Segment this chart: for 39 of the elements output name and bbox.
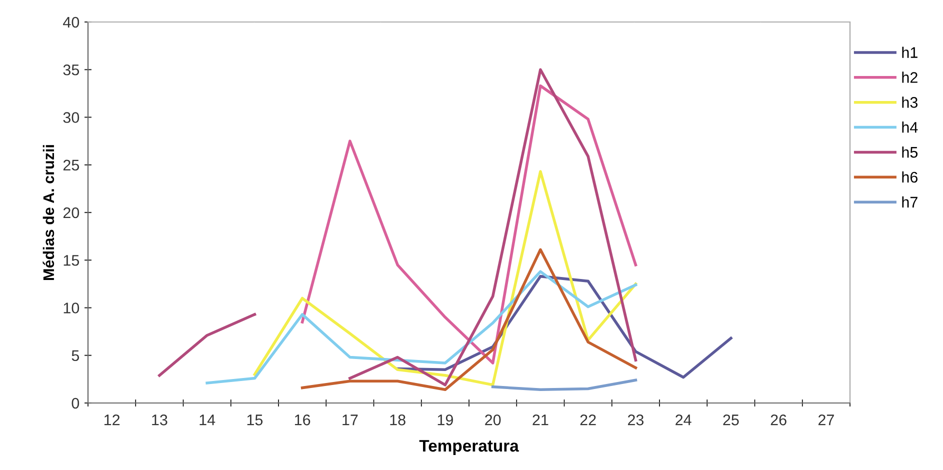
x-tick-label: 25 [723, 414, 739, 426]
x-tick-label: 20 [485, 414, 501, 426]
x-tick-label: 17 [342, 414, 358, 426]
legend-label: h4 [902, 122, 918, 133]
legend-label: h3 [902, 96, 918, 108]
y-axis-title: Médias de A. cruzii [42, 145, 54, 280]
x-tick-label: 16 [294, 414, 310, 426]
x-tick-label: 23 [628, 414, 644, 426]
y-tick-label: 40 [63, 16, 80, 28]
x-tick-label: 21 [532, 414, 548, 426]
legend-label: h6 [902, 171, 918, 183]
y-tick-label: 25 [63, 160, 80, 171]
x-tick-label: 19 [438, 414, 453, 426]
y-tick-label: 30 [63, 112, 80, 123]
x-tick-label: 14 [200, 414, 216, 426]
line-series [206, 270, 638, 384]
y-tick-label: 5 [72, 350, 80, 362]
y-tick-label: 15 [64, 255, 80, 266]
y-tick-label: 35 [63, 64, 80, 76]
legend-label: h5 [902, 146, 918, 158]
line-series [253, 170, 638, 386]
x-tick-label: 13 [152, 414, 168, 426]
y-tick-label: 0 [72, 398, 80, 409]
x-tick-label: 24 [676, 414, 692, 426]
y-tick-label: 20 [63, 207, 80, 218]
y-tick-label: 10 [64, 302, 80, 314]
line-series [491, 378, 638, 392]
legend-label: h7 [902, 196, 918, 208]
x-tick-label: 12 [104, 414, 120, 426]
x-tick-label: 18 [390, 414, 406, 426]
x-axis-title: Temperatura [419, 440, 519, 455]
x-tick-label: 27 [818, 414, 834, 426]
x-tick-label: 22 [580, 414, 596, 426]
legend-label: h1 [902, 46, 918, 58]
x-tick-label: 26 [770, 414, 786, 426]
legend-label: h2 [902, 72, 918, 83]
x-tick-label: 15 [247, 414, 263, 426]
line-series [300, 84, 638, 364]
line-series [300, 248, 638, 392]
